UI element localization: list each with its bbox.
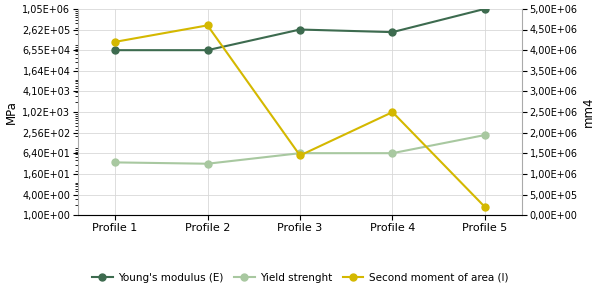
Legend: Young's modulus (E), Yield strenght, Second moment of area (I): Young's modulus (E), Yield strenght, Sec… bbox=[88, 268, 512, 287]
Y-axis label: MPa: MPa bbox=[5, 100, 18, 124]
Y-axis label: mm4: mm4 bbox=[582, 97, 595, 127]
